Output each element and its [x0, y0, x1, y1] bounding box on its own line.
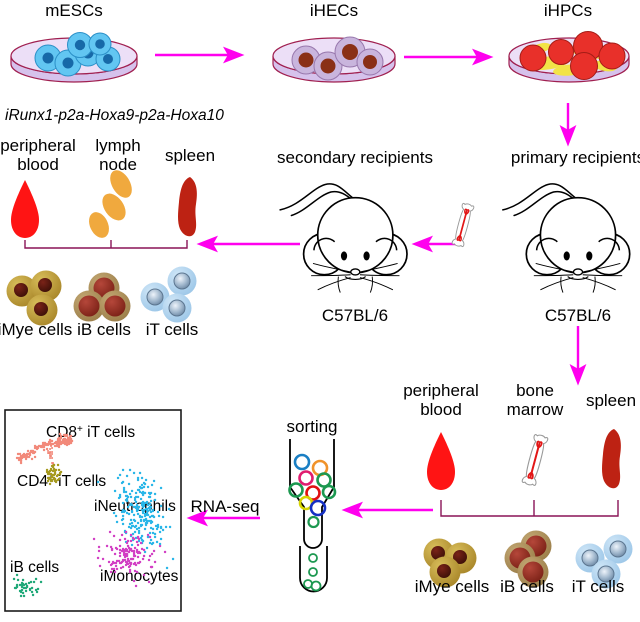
svg-text:C57BL/6: C57BL/6	[545, 306, 611, 325]
svg-text:blood: blood	[17, 155, 59, 174]
svg-text:CD4+ iT cells: CD4+ iT cells	[17, 473, 106, 491]
svg-text:iMye cells: iMye cells	[0, 320, 72, 339]
svg-text:blood: blood	[420, 400, 462, 419]
svg-text:lymph: lymph	[95, 136, 140, 155]
svg-text:peripheral: peripheral	[0, 136, 76, 155]
svg-text:iMonocytes: iMonocytes	[100, 568, 179, 585]
svg-text:C57BL/6: C57BL/6	[322, 306, 388, 325]
svg-text:iHPCs: iHPCs	[544, 1, 592, 20]
svg-text:iMye cells: iMye cells	[415, 577, 490, 596]
svg-text:sorting: sorting	[286, 417, 337, 436]
svg-text:iT cells: iT cells	[572, 577, 625, 596]
svg-text:iB cells: iB cells	[77, 320, 131, 339]
svg-text:iT cells: iT cells	[146, 320, 199, 339]
svg-text:secondary recipients: secondary recipients	[277, 148, 433, 167]
svg-text:marrow: marrow	[507, 400, 564, 419]
svg-text:RNA-seq: RNA-seq	[191, 497, 260, 516]
svg-text:spleen: spleen	[586, 391, 636, 410]
svg-text:spleen: spleen	[165, 146, 215, 165]
svg-text:mESCs: mESCs	[45, 1, 103, 20]
svg-text:iHECs: iHECs	[310, 1, 358, 20]
svg-text:peripheral: peripheral	[403, 381, 479, 400]
svg-text:iRunx1-p2a-Hoxa9-p2a-Hoxa10: iRunx1-p2a-Hoxa9-p2a-Hoxa10	[5, 107, 224, 124]
svg-text:primary recipients: primary recipients	[511, 148, 640, 167]
svg-text:iB cells: iB cells	[500, 577, 554, 596]
svg-text:bone: bone	[516, 381, 554, 400]
svg-text:iB cells: iB cells	[10, 559, 59, 576]
